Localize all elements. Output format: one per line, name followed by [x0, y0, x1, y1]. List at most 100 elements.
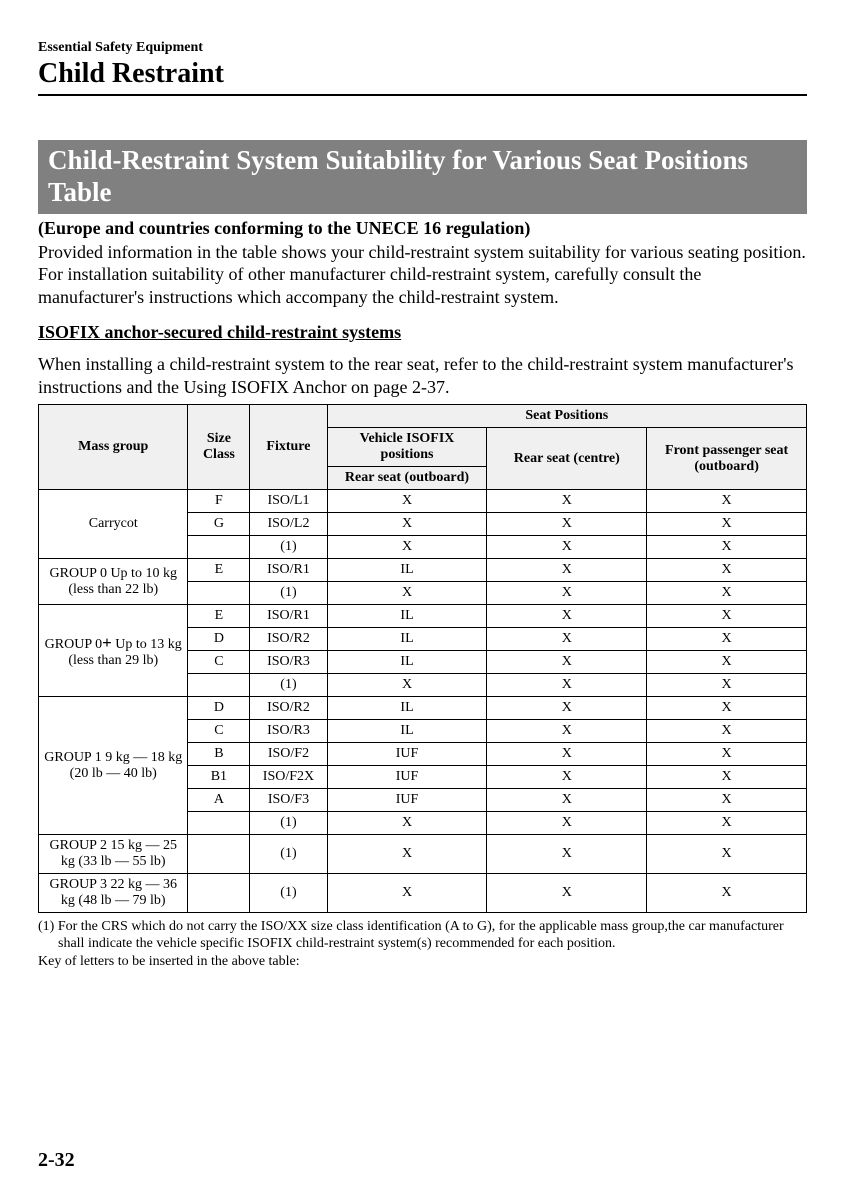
- cell-front: X: [647, 812, 807, 835]
- cell-mass-group: GROUP 0+ Up to 13 kg (less than 29 lb): [39, 605, 188, 697]
- cell-rear-outboard: IL: [327, 628, 487, 651]
- cell-size: F: [188, 490, 250, 513]
- cell-rear-centre: X: [487, 835, 647, 874]
- cell-fixture: ISO/R1: [250, 605, 327, 628]
- th-front: Front passenger seat (outboard): [647, 428, 807, 490]
- cell-front: X: [647, 743, 807, 766]
- cell-rear-outboard: X: [327, 513, 487, 536]
- cell-front: X: [647, 789, 807, 812]
- th-mass: Mass group: [39, 405, 188, 490]
- cell-fixture: ISO/F3: [250, 789, 327, 812]
- cell-rear-centre: X: [487, 536, 647, 559]
- cell-size: C: [188, 720, 250, 743]
- cell-rear-centre: X: [487, 628, 647, 651]
- cell-size: [188, 874, 250, 913]
- cell-mass-group: GROUP 3 22 kg — 36 kg (48 lb — 79 lb): [39, 874, 188, 913]
- th-rear-centre: Rear seat (centre): [487, 428, 647, 490]
- cell-front: X: [647, 835, 807, 874]
- cell-fixture: (1): [250, 674, 327, 697]
- th-rear-outboard: Rear seat (outboard): [327, 467, 487, 490]
- header-category: Essential Safety Equipment: [38, 40, 807, 56]
- cell-fixture: (1): [250, 812, 327, 835]
- cell-rear-centre: X: [487, 874, 647, 913]
- cell-mass-group: GROUP 1 9 kg — 18 kg (20 lb — 40 lb): [39, 697, 188, 835]
- cell-fixture: ISO/L2: [250, 513, 327, 536]
- cell-front: X: [647, 674, 807, 697]
- cell-rear-centre: X: [487, 789, 647, 812]
- cell-rear-outboard: IL: [327, 651, 487, 674]
- cell-rear-centre: X: [487, 674, 647, 697]
- cell-size: C: [188, 651, 250, 674]
- cell-fixture: ISO/L1: [250, 490, 327, 513]
- cell-front: X: [647, 582, 807, 605]
- cell-rear-centre: X: [487, 513, 647, 536]
- region-note: (Europe and countries conforming to the …: [38, 218, 807, 239]
- cell-rear-centre: X: [487, 651, 647, 674]
- th-size: Size Class: [188, 405, 250, 490]
- cell-size: D: [188, 697, 250, 720]
- cell-fixture: (1): [250, 835, 327, 874]
- table-row: GROUP 0 Up to 10 kg (less than 22 lb)EIS…: [39, 559, 807, 582]
- cell-rear-outboard: X: [327, 835, 487, 874]
- cell-fixture: ISO/F2: [250, 743, 327, 766]
- cell-front: X: [647, 605, 807, 628]
- table-row: GROUP 1 9 kg — 18 kg (20 lb — 40 lb)DISO…: [39, 697, 807, 720]
- cell-size: A: [188, 789, 250, 812]
- cell-fixture: ISO/R3: [250, 651, 327, 674]
- page-number: 2-32: [38, 1149, 75, 1172]
- cell-rear-outboard: IUF: [327, 766, 487, 789]
- cell-fixture: (1): [250, 874, 327, 913]
- section-banner: Child-Restraint System Suitability for V…: [38, 140, 807, 214]
- sub-body: When installing a child-restraint system…: [38, 353, 807, 398]
- cell-front: X: [647, 651, 807, 674]
- cell-size: E: [188, 559, 250, 582]
- cell-size: B: [188, 743, 250, 766]
- table-row: GROUP 0+ Up to 13 kg (less than 29 lb)EI…: [39, 605, 807, 628]
- cell-rear-outboard: IUF: [327, 743, 487, 766]
- cell-front: X: [647, 874, 807, 913]
- cell-rear-outboard: X: [327, 812, 487, 835]
- cell-rear-centre: X: [487, 605, 647, 628]
- th-positions: Seat Positions: [327, 405, 806, 428]
- cell-front: X: [647, 766, 807, 789]
- cell-rear-outboard: IL: [327, 697, 487, 720]
- cell-fixture: (1): [250, 582, 327, 605]
- cell-size: E: [188, 605, 250, 628]
- sub-heading: ISOFIX anchor-secured child-restraint sy…: [38, 322, 807, 343]
- cell-size: B1: [188, 766, 250, 789]
- table-row: GROUP 2 15 kg — 25 kg (33 lb — 55 lb) (1)…: [39, 835, 807, 874]
- cell-size: D: [188, 628, 250, 651]
- cell-rear-centre: X: [487, 766, 647, 789]
- cell-size: [188, 674, 250, 697]
- cell-rear-outboard: IL: [327, 605, 487, 628]
- header-title: Child Restraint: [38, 58, 807, 90]
- cell-rear-centre: X: [487, 720, 647, 743]
- cell-size: [188, 582, 250, 605]
- cell-size: [188, 835, 250, 874]
- cell-fixture: (1): [250, 536, 327, 559]
- cell-fixture: ISO/R2: [250, 628, 327, 651]
- cell-front: X: [647, 559, 807, 582]
- cell-rear-outboard: X: [327, 874, 487, 913]
- cell-fixture: ISO/R2: [250, 697, 327, 720]
- cell-rear-centre: X: [487, 582, 647, 605]
- header-rule: [38, 94, 807, 96]
- cell-rear-centre: X: [487, 559, 647, 582]
- key-line: Key of letters to be inserted in the abo…: [38, 954, 807, 970]
- cell-size: [188, 536, 250, 559]
- th-fixture: Fixture: [250, 405, 327, 490]
- cell-rear-outboard: IL: [327, 559, 487, 582]
- cell-front: X: [647, 536, 807, 559]
- cell-rear-outboard: IUF: [327, 789, 487, 812]
- cell-rear-outboard: X: [327, 582, 487, 605]
- cell-rear-outboard: X: [327, 674, 487, 697]
- suitability-table: Mass group Size Class Fixture Seat Posit…: [38, 404, 807, 913]
- footnote: (1) For the CRS which do not carry the I…: [38, 919, 807, 952]
- cell-mass-group: GROUP 2 15 kg — 25 kg (33 lb — 55 lb): [39, 835, 188, 874]
- cell-front: X: [647, 513, 807, 536]
- cell-rear-outboard: IL: [327, 720, 487, 743]
- cell-rear-centre: X: [487, 743, 647, 766]
- cell-rear-centre: X: [487, 490, 647, 513]
- cell-front: X: [647, 628, 807, 651]
- cell-size: [188, 812, 250, 835]
